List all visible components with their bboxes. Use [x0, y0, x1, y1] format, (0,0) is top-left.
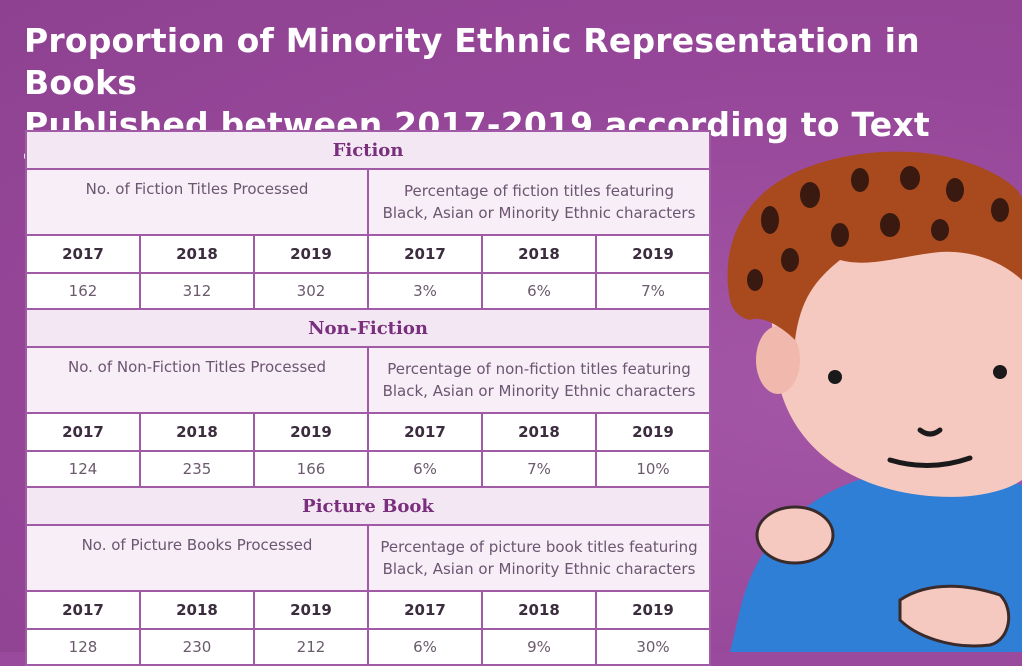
year-cell: 2018 [482, 235, 596, 273]
year-cell: 2019 [596, 591, 710, 629]
count-header: No. of Fiction Titles Processed [26, 169, 368, 235]
year-cell: 2019 [254, 413, 368, 451]
section-row: Non-Fiction [26, 309, 710, 347]
section-title: Fiction [26, 131, 710, 169]
count-cell: 212 [254, 629, 368, 665]
percent-cell: 7% [482, 451, 596, 487]
count-cell: 124 [26, 451, 140, 487]
count-cell: 312 [140, 273, 254, 309]
percent-header-line-2: Black, Asian or Minority Ethnic characte… [369, 202, 709, 224]
count-cell: 166 [254, 451, 368, 487]
count-cell: 235 [140, 451, 254, 487]
percent-cell: 10% [596, 451, 710, 487]
year-cell: 2017 [368, 591, 482, 629]
year-cell: 2019 [254, 235, 368, 273]
year-cell: 2019 [596, 235, 710, 273]
percent-cell: 9% [482, 629, 596, 665]
percent-cell: 3% [368, 273, 482, 309]
left-hand [757, 507, 833, 563]
percent-header: Percentage of picture book titles featur… [368, 525, 710, 591]
count-cell: 302 [254, 273, 368, 309]
year-cell: 2019 [254, 591, 368, 629]
year-cell: 2018 [482, 413, 596, 451]
year-cell: 2017 [368, 413, 482, 451]
percent-header-line-2: Black, Asian or Minority Ethnic characte… [369, 558, 709, 580]
percent-cell: 6% [368, 629, 482, 665]
year-cell: 2017 [26, 591, 140, 629]
section-row: Fiction [26, 131, 710, 169]
year-cell: 2018 [482, 591, 596, 629]
section-title: Picture Book [26, 487, 710, 525]
percent-cell: 30% [596, 629, 710, 665]
percent-header-line-1: Percentage of non-fiction titles featuri… [369, 358, 709, 380]
year-cell: 2018 [140, 413, 254, 451]
year-cell: 2017 [368, 235, 482, 273]
percent-cell: 7% [596, 273, 710, 309]
count-header: No. of Picture Books Processed [26, 525, 368, 591]
year-cell: 2018 [140, 591, 254, 629]
percent-header: Percentage of non-fiction titles featuri… [368, 347, 710, 413]
count-cell: 230 [140, 629, 254, 665]
section-row: Picture Book [26, 487, 710, 525]
percent-cell: 6% [482, 273, 596, 309]
percent-header-line-2: Black, Asian or Minority Ethnic characte… [369, 380, 709, 402]
title-line-1: Proportion of Minority Ethnic Representa… [24, 20, 1014, 104]
percent-cell: 6% [368, 451, 482, 487]
section-title: Non-Fiction [26, 309, 710, 347]
year-cell: 2019 [596, 413, 710, 451]
child-illustration [700, 140, 1022, 652]
year-cell: 2018 [140, 235, 254, 273]
percent-header-line-1: Percentage of fiction titles featuring [369, 180, 709, 202]
year-cell: 2017 [26, 235, 140, 273]
count-cell: 128 [26, 629, 140, 665]
count-cell: 162 [26, 273, 140, 309]
left-eye [828, 370, 842, 384]
year-cell: 2017 [26, 413, 140, 451]
count-header: No. of Non-Fiction Titles Processed [26, 347, 368, 413]
right-eye [993, 365, 1007, 379]
percent-header-line-1: Percentage of picture book titles featur… [369, 536, 709, 558]
